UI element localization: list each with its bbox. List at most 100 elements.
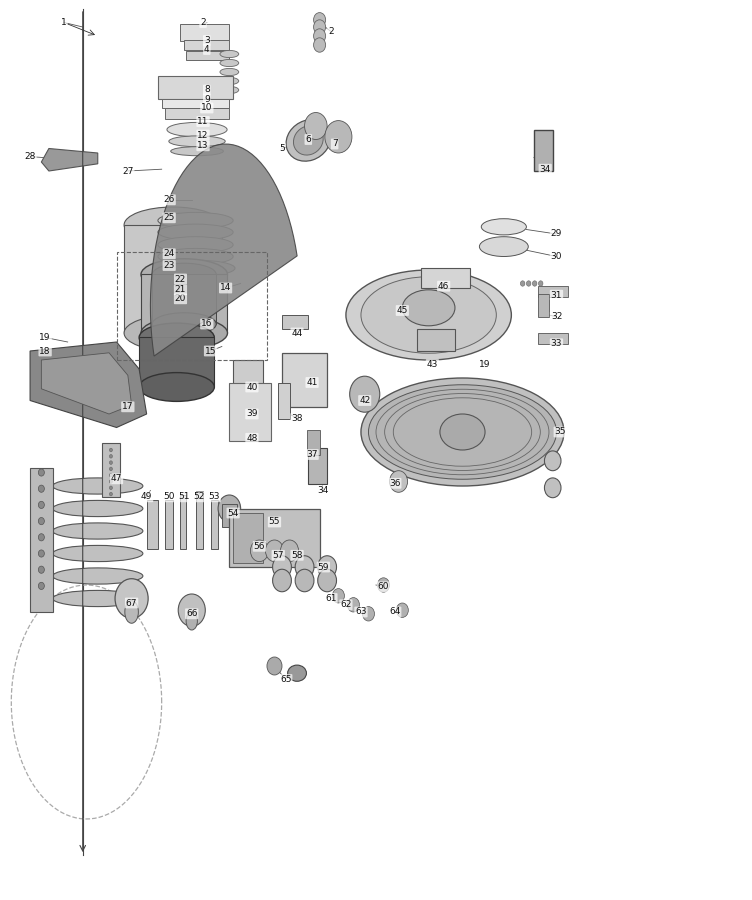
Text: 51: 51 xyxy=(178,492,190,501)
Circle shape xyxy=(314,13,326,27)
Text: 39: 39 xyxy=(246,410,258,418)
Text: 55: 55 xyxy=(268,518,280,526)
Circle shape xyxy=(115,579,148,618)
Ellipse shape xyxy=(156,260,235,276)
Ellipse shape xyxy=(53,478,143,494)
Bar xyxy=(162,99,229,108)
Text: 42: 42 xyxy=(359,396,370,405)
Text: 52: 52 xyxy=(193,492,205,501)
Ellipse shape xyxy=(346,270,511,360)
Circle shape xyxy=(38,518,44,525)
Circle shape xyxy=(38,566,44,573)
Text: 26: 26 xyxy=(163,195,175,204)
Circle shape xyxy=(520,281,525,286)
Circle shape xyxy=(178,594,205,626)
Bar xyxy=(186,51,229,60)
Bar xyxy=(307,430,320,455)
Circle shape xyxy=(314,38,326,52)
Text: 9: 9 xyxy=(204,94,210,104)
Text: 41: 41 xyxy=(306,378,318,387)
Text: 62: 62 xyxy=(340,600,352,609)
Circle shape xyxy=(250,540,268,562)
Text: 18: 18 xyxy=(39,346,51,356)
Text: 58: 58 xyxy=(291,551,303,560)
Bar xyxy=(196,491,203,549)
Bar xyxy=(211,500,218,549)
Ellipse shape xyxy=(273,570,291,592)
Circle shape xyxy=(305,112,327,140)
Bar xyxy=(180,495,186,549)
Text: 17: 17 xyxy=(122,402,134,411)
Text: 33: 33 xyxy=(550,339,562,348)
Ellipse shape xyxy=(53,500,143,517)
Circle shape xyxy=(396,603,408,617)
Text: 29: 29 xyxy=(550,230,562,238)
Text: 47: 47 xyxy=(111,474,123,483)
Circle shape xyxy=(38,469,44,476)
Circle shape xyxy=(109,454,113,458)
Text: 57: 57 xyxy=(272,551,284,560)
Text: 43: 43 xyxy=(426,360,438,369)
Circle shape xyxy=(109,480,113,483)
Circle shape xyxy=(267,657,282,675)
Ellipse shape xyxy=(286,120,331,161)
Text: 12: 12 xyxy=(197,130,209,140)
Circle shape xyxy=(532,281,537,286)
Circle shape xyxy=(109,492,113,496)
Circle shape xyxy=(109,486,113,490)
Ellipse shape xyxy=(288,665,307,681)
Bar xyxy=(229,508,320,567)
Text: 49: 49 xyxy=(141,492,153,501)
Bar xyxy=(308,448,327,484)
Circle shape xyxy=(378,578,390,592)
Circle shape xyxy=(350,376,380,412)
Circle shape xyxy=(109,461,113,464)
Text: 4: 4 xyxy=(204,45,210,54)
Bar xyxy=(147,500,158,549)
Text: 31: 31 xyxy=(550,291,562,300)
Bar xyxy=(141,274,227,333)
Text: 65: 65 xyxy=(280,675,292,684)
Circle shape xyxy=(362,607,374,621)
Bar xyxy=(233,513,263,562)
Text: 2: 2 xyxy=(200,18,206,27)
Text: 45: 45 xyxy=(396,306,408,315)
Ellipse shape xyxy=(295,555,314,579)
Bar xyxy=(534,130,553,171)
Ellipse shape xyxy=(152,313,217,336)
Bar xyxy=(139,338,214,387)
Circle shape xyxy=(332,589,344,603)
Circle shape xyxy=(38,550,44,557)
Circle shape xyxy=(390,471,408,492)
Ellipse shape xyxy=(318,570,336,592)
Circle shape xyxy=(218,495,241,522)
Ellipse shape xyxy=(318,555,336,579)
Polygon shape xyxy=(30,342,147,428)
Bar xyxy=(165,500,173,549)
Bar xyxy=(417,328,455,351)
Text: 60: 60 xyxy=(378,582,390,591)
Text: 30: 30 xyxy=(550,252,562,261)
Text: 21: 21 xyxy=(174,285,186,294)
Ellipse shape xyxy=(139,373,214,401)
Circle shape xyxy=(38,582,44,590)
Text: 25: 25 xyxy=(163,213,175,222)
Ellipse shape xyxy=(544,451,561,471)
Bar xyxy=(282,353,327,407)
Circle shape xyxy=(280,540,299,562)
Bar xyxy=(158,76,233,99)
Bar xyxy=(165,108,229,119)
Circle shape xyxy=(109,473,113,477)
Circle shape xyxy=(325,121,352,153)
Circle shape xyxy=(109,448,113,452)
Ellipse shape xyxy=(220,50,239,58)
Text: 54: 54 xyxy=(227,508,239,518)
Text: 32: 32 xyxy=(550,312,562,321)
Text: 5: 5 xyxy=(279,144,285,153)
Text: 2: 2 xyxy=(328,27,334,36)
Text: 36: 36 xyxy=(389,479,401,488)
Ellipse shape xyxy=(53,545,143,562)
Circle shape xyxy=(538,281,543,286)
Ellipse shape xyxy=(53,568,143,584)
Ellipse shape xyxy=(293,126,323,155)
